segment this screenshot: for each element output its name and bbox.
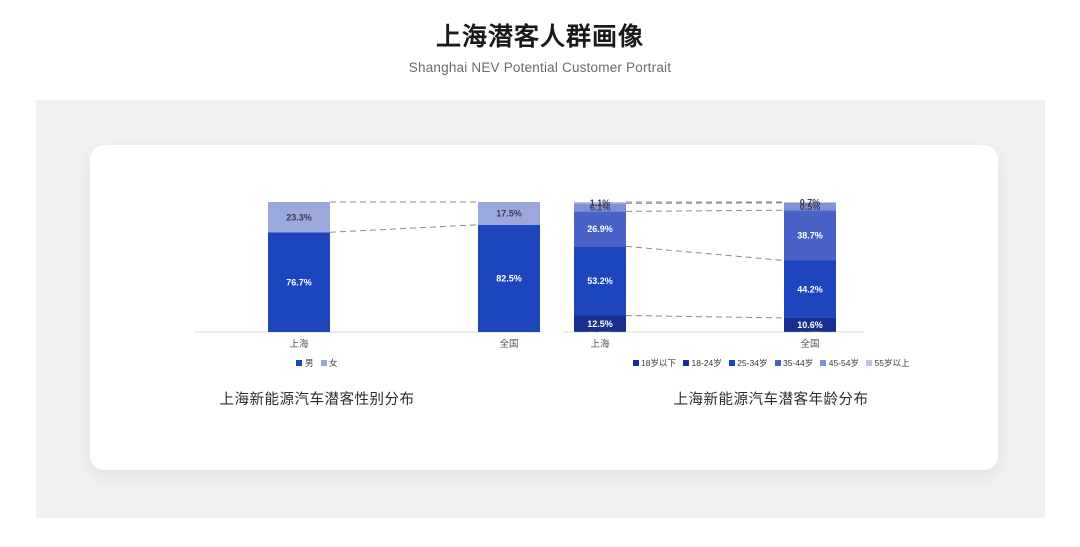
bar-value-label: 23.3% [286,212,312,222]
bar-value-label: 1.1% [590,198,611,208]
category-label: 全国 [499,338,518,350]
connector-line [625,209,785,212]
connector-line [625,202,785,204]
gender-plot-area: 76.7% 82.5% 23.3% 17.5% 上海 全国 [90,145,544,395]
legend-swatch-icon [683,360,689,366]
chart-age: 0.2% 0.2% 12.5% 10.6% 53.2% 44.2% 26.9% 38.7% 6.… [544,145,998,470]
legend-swatch-icon [866,360,872,366]
bar-segment [574,246,626,316]
bar-segment [478,202,540,225]
chart-card [90,145,998,470]
legend-swatch-icon [774,360,781,366]
age-plot-area: 0.2% 0.2% 12.5% 10.6% 53.2% 44.2% 26.9% 38.7% 6.… [544,145,998,395]
bar-segment [784,202,836,211]
bar-segment [574,211,626,247]
legend-swatch-icon [320,360,327,366]
category-label: 上海 [289,338,309,350]
bar-value-label: 38.7% [797,231,823,241]
legend-item[interactable]: 55岁以上 [866,357,909,369]
page-header: 上海潜客人群画像 Shanghai NEV Potential Customer… [0,0,1080,75]
legend-label: 35-44岁 [783,358,814,368]
age-legend: 18岁以下 18-24岁 25-34岁 35-44岁 45-54岁 55岁以上 [544,357,998,369]
bar-value-label: 0.5% [800,202,821,212]
bar-value-label: 53.2% [587,276,613,286]
legend-label: 男 [304,358,314,368]
legend-label: 18-24岁 [691,358,722,368]
connector-line [625,245,785,261]
bar-segment [574,203,626,212]
gender-caption: 上海新能源汽车潜客性别分布 [219,392,415,408]
charts-row: 76.7% 82.5% 23.3% 17.5% 上海 全国 男女 上海新能源汽车潜客性别分… [90,145,998,470]
category-label: 全国 [800,338,819,350]
legend-item[interactable]: 18-24岁 [683,357,722,369]
legend-item[interactable]: 18岁以下 [632,357,676,369]
legend-label: 25-34岁 [737,358,768,368]
bar-value-label: 0.2% [590,327,611,337]
legend-label: 18岁以下 [641,358,676,368]
bar-value-label: 0.2% [800,327,821,337]
legend-item[interactable]: 女 [320,357,338,369]
legend-swatch-icon [296,360,303,366]
bar-value-label: 26.9% [587,224,613,234]
legend-item[interactable]: 25-34岁 [728,357,768,369]
bar-value-label: 82.5% [496,274,522,284]
bar-segment [784,202,836,203]
bar-segment [574,202,626,204]
legend-swatch-icon [728,360,735,366]
connector-line [625,314,785,319]
gender-bar-chart: 76.7% 82.5% 23.3% 17.5% 上海 全国 [195,201,544,350]
bar-segment [478,224,540,332]
legend-label: 女 [329,358,338,368]
bar-segment [268,202,330,233]
age-caption: 上海新能源汽车潜客年龄分布 [673,392,869,408]
legend-item[interactable]: 男 [296,357,314,369]
legend-label: 55岁以上 [874,358,910,368]
chart-gender: 76.7% 82.5% 23.3% 17.5% 上海 全国 男女 上海新能源汽车潜客性别分… [90,145,544,470]
connector-line [329,224,479,233]
page-title: 上海潜客人群画像 [435,23,644,51]
gender-legend: 男女 [90,357,544,369]
bar-value-label: 12.5% [587,319,613,329]
bar-value-label: 0.7% [800,198,821,208]
bar-value-label: 10.6% [797,320,823,330]
bar-segment [784,317,836,332]
legend-item[interactable]: 45-54岁 [820,357,859,369]
legend-item[interactable]: 35-44岁 [774,357,814,369]
bar-value-label: 17.5% [496,209,522,219]
bar-segment [268,232,330,332]
legend-swatch-icon [820,360,827,366]
category-label: 上海 [590,338,610,350]
bar-value-label: 6.1% [590,203,611,213]
bar-value-label: 44.2% [797,284,823,294]
legend-label: 45-54岁 [828,358,859,368]
age-bar-chart: 0.2% 0.2%12.5% 10.6%53.2%44.2%26.9%38.7%6.… [564,198,864,350]
bar-segment [784,210,836,261]
legend-swatch-icon [632,360,639,366]
bar-segment [784,260,836,318]
page-subtitle: Shanghai NEV Potential Customer Portrait [408,60,672,76]
bar-segment [574,315,626,332]
bar-value-label: 76.7% [286,277,312,287]
